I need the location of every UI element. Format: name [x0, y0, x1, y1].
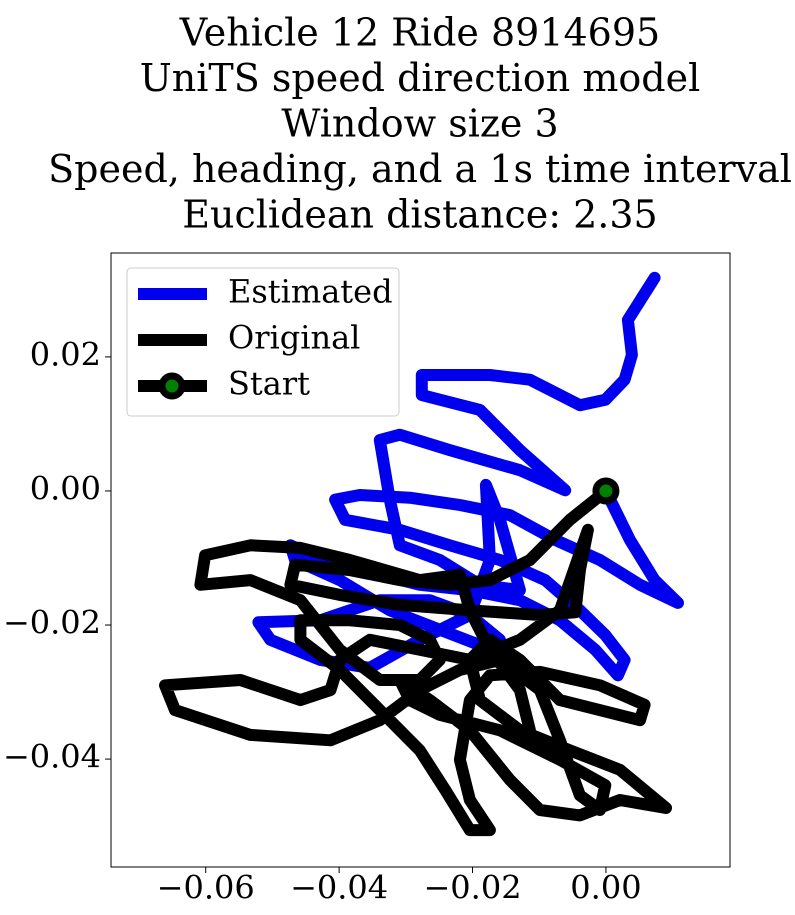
- start-marker: [592, 477, 620, 505]
- legend-box: [126, 267, 400, 417]
- legend-marker: [158, 372, 186, 400]
- plot-frame: [110, 252, 731, 868]
- x-tick-label: −0.04: [290, 869, 388, 907]
- chart-title: UniTS speed direction model: [140, 56, 700, 100]
- plot-lines: [159, 271, 684, 837]
- x-tick-label: −0.02: [423, 869, 521, 907]
- y-tick-label: −0.04: [3, 738, 101, 776]
- y-tick-label: −0.02: [3, 604, 101, 642]
- y-tick-label: 0.00: [30, 469, 101, 507]
- legend-label: Estimated: [228, 273, 393, 311]
- chart-title: Window size 3: [281, 102, 558, 146]
- x-tick-label: 0.00: [570, 869, 641, 907]
- y-tick-label: 0.02: [30, 335, 101, 373]
- trajectory-line: [159, 485, 672, 837]
- chart-title: Speed, heading, and a 1s time interval: [48, 147, 792, 191]
- legend-label: Start: [228, 365, 310, 403]
- chart-title: Vehicle 12 Ride 8914695: [179, 11, 660, 55]
- x-tick-label: −0.06: [157, 869, 255, 907]
- chart-title: Euclidean distance: 2.35: [182, 193, 657, 237]
- legend-label: Original: [228, 319, 360, 357]
